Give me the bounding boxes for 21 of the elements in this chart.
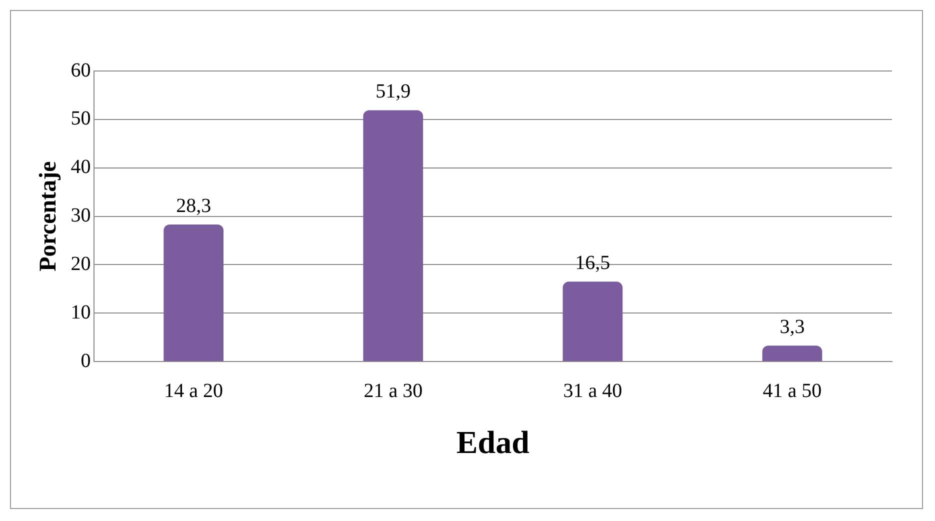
y-tick-label: 20 — [70, 252, 91, 275]
bar — [562, 282, 623, 362]
y-tick-label: 50 — [70, 108, 91, 130]
y-tick-label: 30 — [70, 204, 91, 227]
x-axis-title: Edad — [456, 424, 530, 460]
data-label: 3,3 — [780, 316, 805, 338]
bar — [762, 346, 822, 362]
data-label: 51,9 — [376, 80, 411, 102]
bar — [164, 224, 224, 362]
x-tick-label: 41 a 50 — [762, 380, 822, 402]
data-label: 28,3 — [176, 194, 212, 217]
data-label: 16,5 — [575, 252, 610, 274]
y-tick-label: 40 — [70, 156, 91, 178]
x-tick-label: 14 a 20 — [164, 380, 224, 402]
y-axis-title: Porcentaje — [36, 160, 62, 272]
bar — [363, 110, 424, 362]
y-tick-label: 0 — [80, 350, 91, 372]
x-tick-label: 21 a 30 — [364, 380, 423, 402]
y-tick-label: 10 — [70, 301, 91, 324]
x-tick-label: 31 a 40 — [563, 380, 622, 402]
y-tick-label: 60 — [70, 59, 91, 82]
